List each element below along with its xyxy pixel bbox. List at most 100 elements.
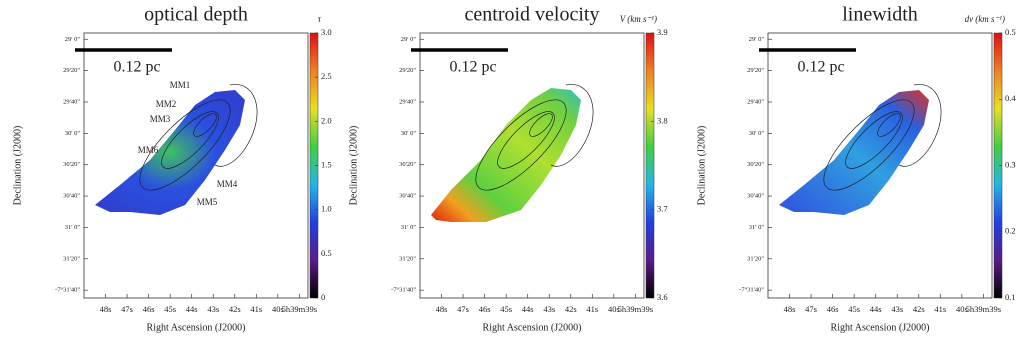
colorbar-tick-label: 1.0 bbox=[321, 204, 332, 214]
x-tick-label: 47s bbox=[457, 304, 469, 314]
colorbar-tick-label: 0.5 bbox=[1005, 27, 1016, 37]
x-tick-label: 5h39m39s bbox=[966, 304, 1001, 314]
x-tick-label: 41s bbox=[586, 304, 598, 314]
plot-frame bbox=[83, 32, 309, 299]
x-tick-label: 46s bbox=[827, 304, 839, 314]
x-tick-label: 44s bbox=[522, 304, 534, 314]
colorbar-tick-label: 0.3 bbox=[1005, 159, 1016, 169]
x-tick-label: 40s bbox=[608, 304, 620, 314]
x-axis-label: Right Ascension (J2000) bbox=[831, 322, 930, 333]
core-label: MM6 bbox=[138, 145, 159, 155]
colorbar-tick-label: 0 bbox=[321, 292, 325, 302]
colorbar-tick-label: 2.5 bbox=[321, 71, 332, 81]
panel: linewidth 48s 47s 46s 45s 44s 43s 42s 41s 40s5h39… bbox=[696, 4, 1016, 334]
plot-frame bbox=[419, 32, 645, 299]
panel-title: centroid velocity bbox=[465, 4, 600, 26]
y-tick-label: 30'40" bbox=[399, 193, 416, 200]
colorbar-tick-label: 3.6 bbox=[657, 292, 668, 302]
x-tick-label: 42s bbox=[229, 304, 241, 314]
colorbar-label: V (km s⁻¹) bbox=[620, 14, 657, 24]
x-tick-label: 43s bbox=[543, 304, 555, 314]
y-tick-label: 31'20" bbox=[747, 255, 764, 262]
x-axis-label: Right Ascension (J2000) bbox=[483, 322, 582, 333]
y-tick-label: 30'40" bbox=[747, 193, 764, 200]
x-tick-label: 47s bbox=[121, 304, 133, 314]
y-tick-label: 30'20" bbox=[747, 161, 764, 168]
x-tick-label: 48s bbox=[784, 304, 796, 314]
x-tick-label: 5h39m39s bbox=[282, 304, 317, 314]
colorbar-label: dv (km s⁻¹) bbox=[965, 14, 1005, 24]
x-tick-label: 40s bbox=[272, 304, 284, 314]
y-tick-label: 29'20" bbox=[63, 67, 80, 74]
y-tick-label: 31' 0" bbox=[65, 224, 81, 231]
y-tick-label: 29' 0" bbox=[401, 36, 417, 43]
x-tick-label: 44s bbox=[870, 304, 882, 314]
colorbar-tick-label: 0.4 bbox=[1005, 93, 1016, 103]
x-tick-label: 43s bbox=[207, 304, 219, 314]
x-tick-label: 48s bbox=[100, 304, 112, 314]
x-tick-label: 47s bbox=[805, 304, 817, 314]
colorbar-label: τ bbox=[318, 14, 322, 24]
plot-frame bbox=[767, 32, 993, 299]
colorbar bbox=[645, 32, 655, 299]
y-tick-label: 29'40" bbox=[747, 98, 764, 105]
colorbar-tick-label: 1.5 bbox=[321, 159, 332, 169]
y-axis-label: Declination (J2000) bbox=[12, 126, 23, 206]
x-tick-label: 46s bbox=[143, 304, 155, 314]
y-tick-label: 31' 0" bbox=[749, 224, 765, 231]
x-tick-label: 43s bbox=[891, 304, 903, 314]
colorbar-tick-label: 0.1 bbox=[1005, 292, 1016, 302]
y-tick-label: 30' 0" bbox=[749, 130, 765, 137]
colorbar-tick-label: 3.0 bbox=[321, 27, 332, 37]
y-tick-label: 30'20" bbox=[399, 161, 416, 168]
panel-title: linewidth bbox=[842, 4, 918, 26]
y-tick-label: 29' 0" bbox=[65, 36, 81, 43]
colorbar-tick-label: 3.8 bbox=[657, 115, 668, 125]
panel: optical depth 48s 47s 46s 45s 44s 43s 42s 41s 40s… bbox=[12, 4, 331, 334]
x-tick-label: 46s bbox=[479, 304, 491, 314]
x-tick-label: 40s bbox=[956, 304, 968, 314]
x-tick-label: 42s bbox=[913, 304, 925, 314]
x-tick-label: 42s bbox=[565, 304, 577, 314]
colorbar-tick-label: 2.0 bbox=[321, 115, 332, 125]
colorbar-tick-label: 3.7 bbox=[657, 204, 668, 214]
core-label: MM3 bbox=[150, 114, 171, 124]
map-image bbox=[95, 84, 942, 222]
core-label: MM1 bbox=[170, 80, 191, 90]
scale-bar-label: 0.12 pc bbox=[449, 59, 496, 76]
y-tick-label: 31' 0" bbox=[401, 224, 417, 231]
y-tick-label: 29' 0" bbox=[749, 36, 765, 43]
x-tick-label: 41s bbox=[250, 304, 262, 314]
y-tick-label: 30' 0" bbox=[65, 130, 81, 137]
y-tick-label: 31'20" bbox=[399, 255, 416, 262]
y-tick-label: 29'40" bbox=[63, 98, 80, 105]
colorbar-tick-label: 3.9 bbox=[657, 27, 668, 37]
y-tick-label: 30'40" bbox=[63, 193, 80, 200]
panel: centroid velocity 48s 47s 46s 45s 44s 43s 42s 41… bbox=[348, 4, 667, 334]
y-tick-label: -7°31'40" bbox=[739, 287, 764, 294]
x-tick-label: 44s bbox=[186, 304, 198, 314]
x-axis-label: Right Ascension (J2000) bbox=[147, 322, 246, 333]
y-tick-label: 29'20" bbox=[399, 67, 416, 74]
scale-bar-label: 0.12 pc bbox=[797, 59, 844, 76]
y-axis-label: Declination (J2000) bbox=[348, 126, 359, 206]
x-tick-label: 48s bbox=[436, 304, 448, 314]
y-tick-label: 30' 0" bbox=[401, 130, 417, 137]
colorbar-tick-label: 0.2 bbox=[1005, 226, 1016, 236]
panel-title: optical depth bbox=[144, 4, 248, 26]
x-tick-label: 45s bbox=[164, 304, 176, 314]
y-tick-label: 29'40" bbox=[399, 98, 416, 105]
y-axis-label: Declination (J2000) bbox=[696, 126, 707, 206]
core-label: MM5 bbox=[197, 197, 218, 207]
y-tick-label: 30'20" bbox=[63, 161, 80, 168]
colorbar-tick-label: 0.5 bbox=[321, 248, 332, 258]
y-tick-label: 31'20" bbox=[63, 255, 80, 262]
y-tick-label: -7°31'40" bbox=[391, 287, 416, 294]
core-label: MM4 bbox=[217, 179, 238, 189]
x-tick-label: 5h39m39s bbox=[618, 304, 653, 314]
y-tick-label: 29'20" bbox=[747, 67, 764, 74]
scale-bar-label: 0.12 pc bbox=[113, 59, 160, 76]
y-tick-label: -7°31'40" bbox=[55, 287, 80, 294]
x-tick-label: 45s bbox=[500, 304, 512, 314]
